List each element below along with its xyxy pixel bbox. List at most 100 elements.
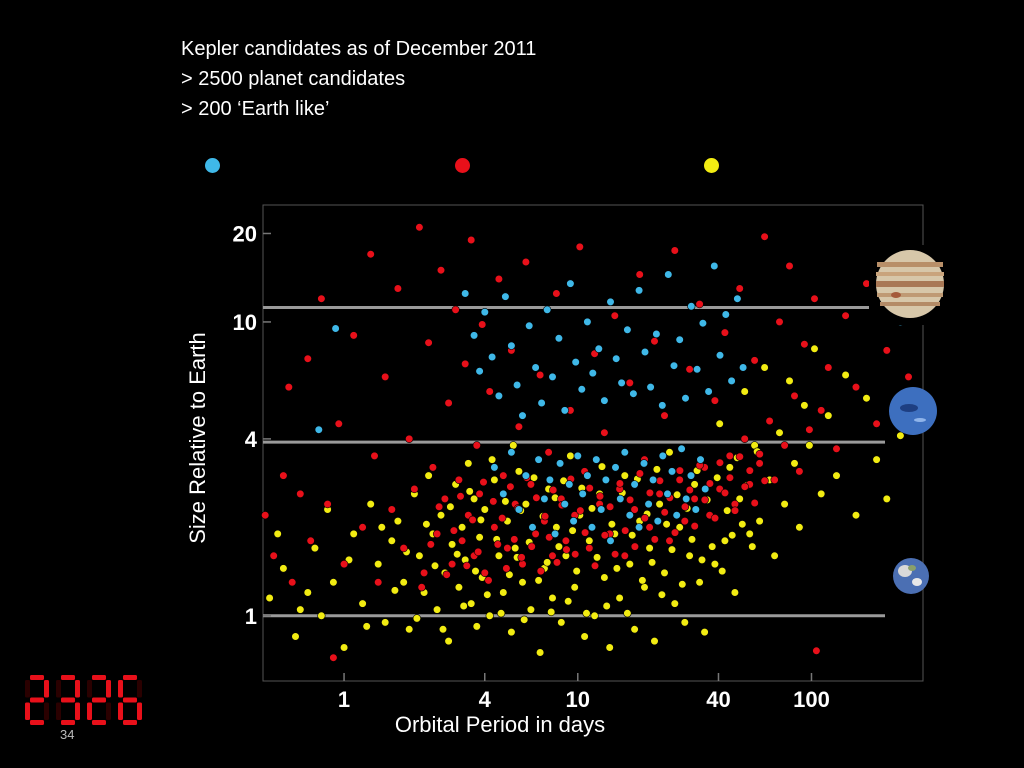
point-red — [730, 506, 740, 515]
point-red — [824, 363, 833, 372]
point-red — [531, 529, 540, 539]
point-yellow — [444, 636, 453, 646]
point-blue — [653, 516, 662, 526]
point-red — [454, 475, 464, 485]
point-yellow — [697, 555, 707, 565]
point-red — [448, 559, 457, 569]
point-red — [610, 311, 619, 320]
point-yellow — [340, 643, 349, 652]
point-yellow — [647, 558, 657, 567]
point-blue — [606, 536, 615, 545]
x-tick-label: 40 — [706, 687, 730, 712]
point-red — [680, 502, 690, 511]
point-yellow — [715, 419, 724, 428]
point-yellow — [612, 564, 622, 573]
point-yellow — [670, 599, 679, 608]
point-yellow — [303, 588, 312, 597]
point-yellow — [310, 543, 320, 553]
point-yellow — [882, 494, 891, 504]
point-yellow — [454, 583, 464, 592]
point-yellow — [399, 578, 408, 587]
point-blue — [663, 489, 672, 499]
point-yellow — [564, 597, 573, 606]
point-blue — [534, 455, 543, 464]
slide-heading: Kepler candidates as of December 2011 > … — [181, 34, 536, 124]
point-red — [670, 246, 679, 255]
point-yellow — [587, 504, 597, 513]
point-red — [458, 536, 467, 545]
point-blue — [528, 523, 537, 532]
point-yellow — [630, 625, 639, 634]
counter-segment — [75, 680, 80, 698]
point-red — [527, 542, 536, 551]
slide-number: 34 — [60, 727, 75, 742]
point-yellow — [738, 520, 747, 529]
counter-segment — [75, 702, 80, 720]
point-yellow — [507, 627, 516, 637]
point-blue — [701, 484, 710, 494]
point-yellow — [446, 502, 455, 511]
point-red — [775, 317, 784, 327]
point-blue — [548, 372, 557, 382]
point-red — [462, 561, 471, 570]
point-red — [650, 337, 659, 346]
y-axis-label: Size Relative to Earth — [185, 332, 210, 544]
point-red — [675, 475, 684, 485]
point-yellow — [660, 568, 669, 578]
point-red — [710, 396, 720, 405]
point-red — [405, 434, 414, 444]
y-tick-label: 1 — [245, 604, 257, 629]
point-yellow — [713, 473, 722, 482]
point-yellow — [678, 580, 687, 589]
point-blue — [710, 261, 719, 271]
point-red — [695, 300, 704, 309]
point-blue — [620, 448, 629, 457]
point-yellow — [453, 550, 462, 559]
point-yellow — [534, 576, 543, 585]
point-red — [630, 505, 639, 514]
point-red — [715, 458, 725, 467]
point-blue — [606, 297, 615, 307]
point-blue — [612, 354, 621, 363]
point-yellow — [366, 500, 375, 509]
point-red — [521, 257, 531, 267]
point-yellow — [265, 593, 274, 603]
point-yellow — [430, 561, 440, 570]
point-red — [650, 535, 659, 544]
point-red — [665, 536, 674, 545]
point-yellow — [568, 526, 577, 535]
point-yellow — [552, 523, 561, 532]
point-blue — [512, 380, 522, 390]
point-red — [428, 463, 438, 472]
point-blue — [577, 385, 586, 394]
point-yellow — [349, 529, 358, 539]
point-red — [740, 482, 749, 491]
point-blue — [543, 305, 552, 314]
point-red — [510, 535, 519, 544]
point-blue — [521, 471, 531, 480]
point-red — [474, 547, 483, 557]
point-red — [580, 528, 590, 537]
point-yellow — [499, 588, 508, 597]
point-red — [442, 570, 451, 579]
point-red — [494, 274, 504, 284]
x-tick-label: 1 — [338, 687, 350, 712]
point-red — [480, 568, 489, 578]
point-yellow — [602, 601, 611, 611]
point-yellow — [645, 543, 654, 553]
point-yellow — [592, 553, 602, 562]
point-blue — [488, 352, 497, 362]
point-yellow — [458, 523, 467, 532]
legend-dot-blue — [204, 157, 221, 174]
point-yellow — [554, 542, 564, 551]
point-blue — [583, 317, 592, 327]
point-blue — [560, 406, 569, 415]
point-yellow — [700, 627, 709, 637]
point-blue — [669, 361, 679, 370]
point-red — [284, 383, 293, 392]
counter-segment — [44, 680, 49, 698]
point-yellow — [600, 573, 609, 582]
point-blue — [461, 289, 470, 298]
point-red — [750, 498, 759, 508]
x-tick-label: 4 — [479, 687, 492, 712]
